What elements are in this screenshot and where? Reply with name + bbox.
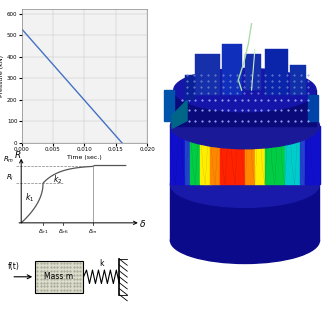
Polygon shape	[170, 184, 319, 240]
Bar	[35, 261, 83, 293]
Bar	[245, 54, 261, 90]
Polygon shape	[170, 126, 176, 184]
Polygon shape	[275, 126, 280, 184]
Text: Mass m: Mass m	[44, 272, 73, 281]
Y-axis label: Pressure (kN): Pressure (kN)	[0, 55, 4, 97]
Text: k: k	[99, 259, 104, 268]
Polygon shape	[235, 126, 240, 184]
Polygon shape	[180, 126, 186, 184]
Text: f(t): f(t)	[8, 262, 20, 271]
Text: $R_i$: $R_i$	[6, 172, 14, 183]
Polygon shape	[225, 126, 230, 184]
Text: $\delta_{e6}$: $\delta_{e6}$	[58, 227, 69, 236]
Polygon shape	[250, 126, 255, 184]
Polygon shape	[172, 100, 187, 128]
Polygon shape	[210, 126, 215, 184]
Polygon shape	[240, 126, 245, 184]
Polygon shape	[285, 126, 290, 184]
Polygon shape	[220, 126, 225, 184]
Bar	[195, 54, 220, 95]
Text: $R$: $R$	[14, 149, 21, 160]
Polygon shape	[305, 126, 310, 184]
Bar	[164, 90, 174, 121]
Polygon shape	[174, 90, 316, 126]
Polygon shape	[260, 126, 265, 184]
Bar	[308, 95, 318, 121]
Bar	[290, 65, 306, 95]
Ellipse shape	[170, 161, 319, 207]
Polygon shape	[230, 126, 235, 184]
Polygon shape	[215, 126, 220, 184]
Polygon shape	[200, 126, 206, 184]
Text: $\delta$: $\delta$	[139, 218, 146, 229]
Ellipse shape	[170, 218, 319, 263]
Polygon shape	[175, 126, 181, 184]
Text: $\delta_{e1}$: $\delta_{e1}$	[38, 227, 49, 236]
Bar	[222, 44, 242, 95]
Text: $k_2$: $k_2$	[53, 174, 62, 186]
Polygon shape	[280, 126, 285, 184]
Polygon shape	[245, 126, 250, 184]
Bar	[265, 49, 288, 95]
Ellipse shape	[170, 103, 319, 149]
Polygon shape	[195, 126, 201, 184]
Ellipse shape	[174, 68, 316, 112]
Polygon shape	[265, 126, 270, 184]
Text: $R_m$: $R_m$	[3, 155, 14, 165]
Polygon shape	[309, 126, 315, 184]
Bar	[185, 75, 195, 100]
Polygon shape	[270, 126, 275, 184]
Polygon shape	[300, 126, 305, 184]
Polygon shape	[290, 126, 295, 184]
Polygon shape	[185, 126, 191, 184]
Polygon shape	[314, 126, 320, 184]
Text: $k_1$: $k_1$	[25, 191, 34, 204]
Polygon shape	[205, 126, 211, 184]
Polygon shape	[255, 126, 260, 184]
Polygon shape	[190, 126, 196, 184]
X-axis label: Time (sec.): Time (sec.)	[67, 155, 102, 160]
Text: $\delta_m$: $\delta_m$	[88, 227, 98, 236]
Polygon shape	[295, 126, 300, 184]
